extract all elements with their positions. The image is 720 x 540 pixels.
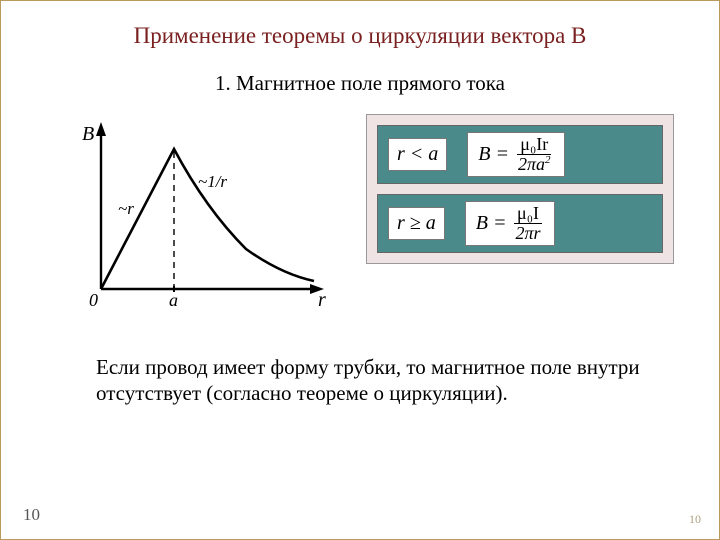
denominator: 2πa2	[515, 155, 554, 174]
origin-label: 0	[89, 290, 98, 310]
fraction: μ₀Ir 2πa2	[515, 135, 554, 174]
denominator: 2πr	[512, 224, 543, 243]
condition-outside: r ≥ a	[388, 207, 445, 240]
tick-a-label: a	[169, 290, 178, 310]
numerator: μ₀I	[514, 204, 542, 224]
formula-row-inside: r < a B = μ₀Ir 2πa2	[377, 125, 663, 184]
numerator: μ₀Ir	[517, 135, 551, 155]
graph-figure: B r 0 a ~r ~1/r	[56, 114, 336, 329]
left-region-label: ~r	[118, 199, 134, 218]
condition-inside: r < a	[388, 138, 447, 171]
lhs: B =	[478, 143, 509, 166]
page-number-left: 10	[23, 505, 40, 525]
equation-inside: B = μ₀Ir 2πa2	[467, 132, 564, 177]
formula-row-outside: r ≥ a B = μ₀I 2πr	[377, 194, 663, 253]
right-region-label: ~1/r	[198, 172, 227, 191]
equation-outside: B = μ₀I 2πr	[465, 201, 555, 246]
content-row: B r 0 a ~r ~1/r r < a B = μ₀Ir 2πa2 r ≥ …	[1, 114, 719, 329]
formula-panel: r < a B = μ₀Ir 2πa2 r ≥ a B = μ₀I 2πr	[366, 114, 674, 264]
page-title: Применение теоремы о циркуляции вектора …	[1, 23, 719, 49]
fraction: μ₀I 2πr	[512, 204, 543, 243]
page-number-right: 10	[689, 512, 701, 527]
lhs: B =	[476, 212, 507, 235]
y-axis-label: B	[82, 123, 94, 145]
section-subtitle: 1. Магнитное поле прямого тока	[1, 71, 719, 96]
note-text: Если провод имеет форму трубки, то магни…	[1, 354, 719, 407]
x-axis-label: r	[318, 289, 326, 311]
